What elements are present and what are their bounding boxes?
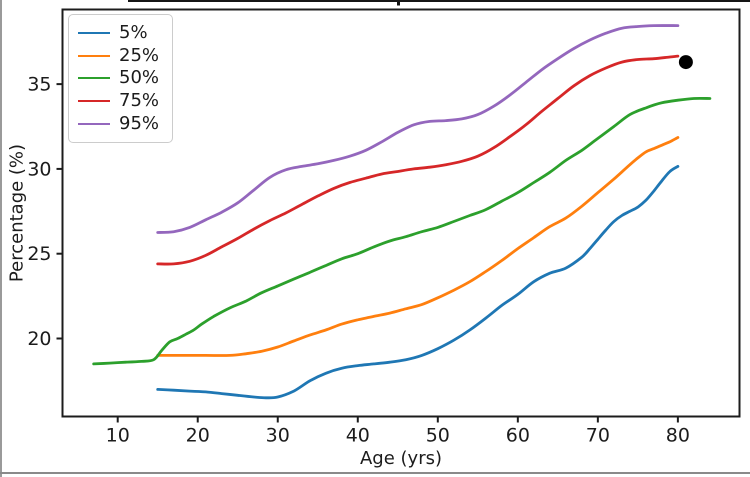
x-tick-label: 50 [426,425,450,447]
clipped-title-glyph [397,0,400,6]
legend-line-swatch [78,54,110,57]
y-tick-label: 20 [27,328,51,350]
legend-item-95pct: 95% [78,112,159,135]
legend-line-swatch [78,32,110,35]
series-lines [92,24,712,400]
series-line-95pct [156,24,680,234]
x-tick-label: 80 [666,425,690,447]
scatter-point-marker [678,55,693,70]
legend-line-swatch [78,122,110,125]
y-axis-label: Percentage (%) [6,143,28,283]
series-line-50pct [92,96,712,366]
legend-item-50pct: 50% [78,67,159,90]
legend-line-swatch [78,100,110,103]
x-tick-label: 40 [346,425,370,447]
axes-frame [61,8,741,418]
legend-label: 50% [119,67,160,89]
legend-item-75pct: 75% [78,90,159,113]
legend-item-5pct: 5% [78,22,159,45]
series-line-25pct [156,136,680,357]
screenshot-edge-left [0,0,2,477]
screenshot-edge-top [128,0,750,2]
x-tick-label: 20 [186,425,210,447]
legend-line-swatch [78,77,110,80]
x-tick-label: 30 [266,425,290,447]
legend: 5% 25% 50% 75% 95% [68,14,174,143]
legend-label: 95% [119,112,160,134]
series-line-75pct [156,54,680,266]
y-tick-label: 30 [27,158,51,180]
y-tick-label: 35 [27,74,51,96]
x-axis-label: Age (yrs) [359,448,443,469]
x-tick-label: 10 [106,425,130,447]
x-tick-label: 70 [586,425,610,447]
annotations [678,55,693,70]
series-line-5pct [156,165,680,400]
y-tick-label: 25 [27,243,51,265]
legend-label: 5% [119,22,148,44]
x-tick-label: 60 [506,425,530,447]
legend-item-25pct: 25% [78,45,159,68]
legend-label: 25% [119,44,160,66]
screenshot-edge-bottom [0,472,750,474]
legend-label: 75% [119,90,160,112]
axis-ticks: 10 20 30 40 50 60 70 80 20 25 30 35 [27,74,690,447]
